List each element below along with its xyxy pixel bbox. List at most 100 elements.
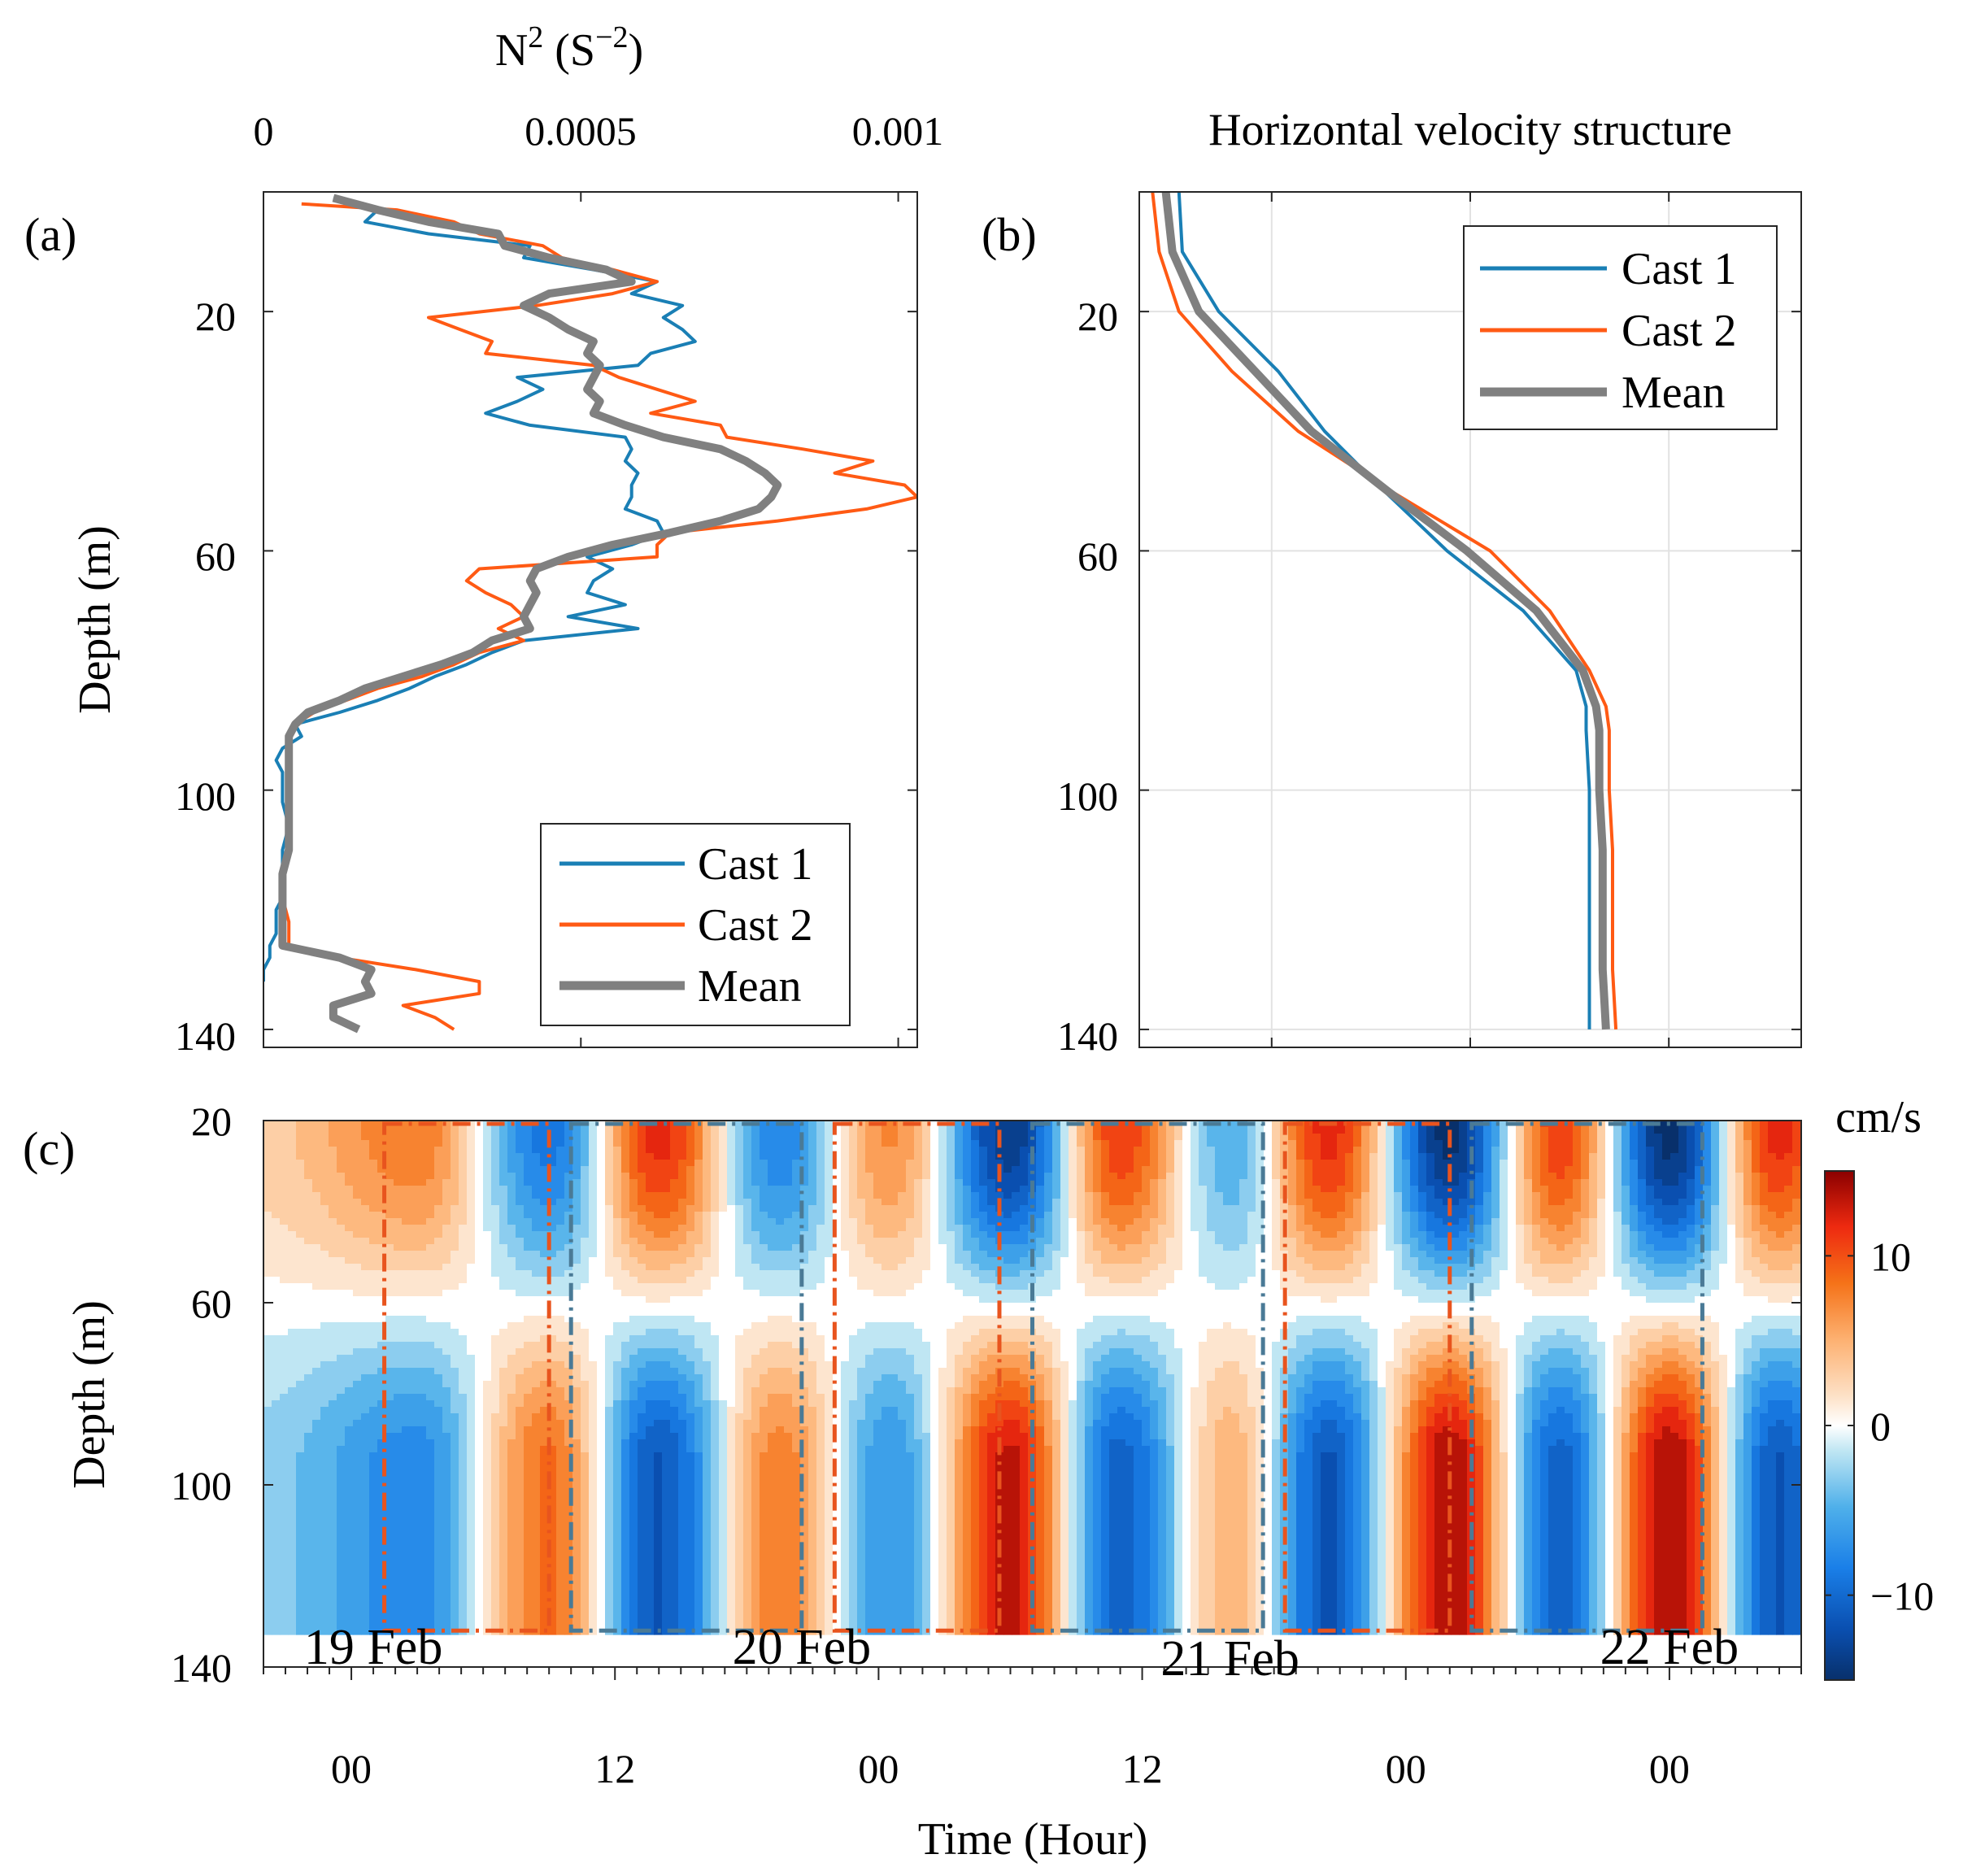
heatmap-cell — [426, 1199, 435, 1206]
heatmap-cell — [418, 1270, 427, 1278]
heatmap-cell — [263, 1550, 272, 1557]
heatmap-cell — [629, 1140, 638, 1147]
heatmap-cell — [662, 1563, 671, 1570]
heatmap-cell — [402, 1231, 411, 1238]
heatmap-cell — [613, 1309, 622, 1317]
heatmap-cell — [621, 1511, 630, 1518]
heatmap-cell — [434, 1368, 443, 1375]
heatmap-cell — [532, 1264, 541, 1271]
heatmap-cell — [475, 1147, 484, 1154]
heatmap-cell — [678, 1309, 687, 1317]
heatmap-cell — [686, 1511, 695, 1518]
heatmap-cell — [385, 1134, 394, 1141]
heatmap-cell — [320, 1212, 329, 1219]
heatmap-cell — [629, 1257, 638, 1264]
heatmap-cell — [426, 1472, 435, 1479]
heatmap-cell — [507, 1550, 516, 1557]
heatmap-cell — [483, 1160, 492, 1167]
heatmap-cell — [467, 1413, 476, 1421]
heatmap-cell — [711, 1264, 720, 1271]
heatmap-cell — [263, 1433, 272, 1440]
heatmap-cell — [304, 1238, 313, 1245]
heatmap-cell — [670, 1602, 679, 1609]
heatmap-cell — [613, 1329, 622, 1336]
heatmap-cell — [564, 1472, 573, 1479]
heatmap-cell — [532, 1322, 541, 1330]
heatmap-cell — [572, 1199, 581, 1206]
heatmap-cell — [507, 1589, 516, 1596]
heatmap-cell — [686, 1498, 695, 1505]
heatmap-cell — [410, 1517, 419, 1525]
heatmap-cell — [719, 1621, 728, 1629]
heatmap-cell — [410, 1465, 419, 1473]
heatmap-cell — [369, 1472, 378, 1479]
heatmap-cell — [662, 1608, 671, 1616]
heatmap-cell — [369, 1355, 378, 1362]
heatmap-cell — [694, 1465, 703, 1473]
heatmap-cell — [442, 1316, 451, 1323]
heatmap-cell — [694, 1608, 703, 1616]
heatmap-cell — [353, 1576, 362, 1583]
heatmap-cell — [499, 1563, 508, 1570]
heatmap-cell — [442, 1550, 451, 1557]
heatmap-cell — [678, 1615, 687, 1622]
heatmap-cell — [385, 1537, 394, 1544]
heatmap-cell — [442, 1270, 451, 1278]
heatmap-cell — [516, 1556, 525, 1564]
heatmap-cell — [459, 1511, 468, 1518]
heatmap-cell — [345, 1355, 354, 1362]
heatmap-cell — [442, 1556, 451, 1564]
heatmap-cell — [556, 1433, 565, 1440]
heatmap-cell — [329, 1407, 337, 1414]
heatmap-cell — [320, 1589, 329, 1596]
heatmap-cell — [678, 1335, 687, 1343]
heatmap-cell — [507, 1296, 516, 1304]
heatmap-cell — [751, 1166, 760, 1173]
heatmap-cell — [459, 1212, 468, 1219]
heatmap-cell — [629, 1563, 638, 1570]
heatmap-cell — [442, 1153, 451, 1160]
heatmap-cell — [312, 1270, 321, 1278]
heatmap-cell — [491, 1134, 500, 1141]
heatmap-cell — [329, 1433, 337, 1440]
heatmap-cell — [263, 1446, 272, 1453]
heatmap-cell — [320, 1264, 329, 1271]
heatmap-cell — [491, 1498, 500, 1505]
heatmap-cell — [272, 1426, 281, 1434]
heatmap-cell — [516, 1179, 525, 1186]
heatmap-cell — [426, 1459, 435, 1466]
heatmap-cell — [572, 1556, 581, 1564]
heatmap-cell — [581, 1446, 590, 1453]
heatmap-cell — [768, 1127, 777, 1134]
heatmap-cell — [491, 1472, 500, 1479]
heatmap-cell — [654, 1478, 663, 1486]
heatmap-cell — [320, 1595, 329, 1603]
heatmap-cell — [385, 1283, 394, 1291]
heatmap-cell — [572, 1296, 581, 1304]
heatmap-cell — [410, 1452, 419, 1460]
heatmap-cell — [385, 1225, 394, 1232]
a-ytick-100: 100 — [175, 773, 236, 819]
heatmap-cell — [394, 1192, 403, 1199]
heatmap-cell — [280, 1140, 289, 1147]
heatmap-cell — [345, 1563, 354, 1570]
heatmap-cell — [613, 1608, 622, 1616]
heatmap-cell — [678, 1316, 687, 1323]
heatmap-cell — [516, 1615, 525, 1622]
heatmap-cell — [280, 1628, 289, 1635]
heatmap-cell — [532, 1153, 541, 1160]
heatmap-cell — [499, 1277, 508, 1284]
heatmap-cell — [491, 1381, 500, 1388]
heatmap-cell — [296, 1426, 305, 1434]
heatmap-cell — [426, 1153, 435, 1160]
heatmap-cell — [686, 1433, 695, 1440]
heatmap-cell — [507, 1491, 516, 1499]
heatmap-cell — [556, 1615, 565, 1622]
heatmap-cell — [499, 1270, 508, 1278]
heatmap-cell — [280, 1244, 289, 1251]
heatmap-cell — [410, 1485, 419, 1492]
heatmap-cell — [467, 1608, 476, 1616]
heatmap-cell — [418, 1608, 427, 1616]
heatmap-cell — [280, 1504, 289, 1512]
heatmap-cell — [572, 1602, 581, 1609]
